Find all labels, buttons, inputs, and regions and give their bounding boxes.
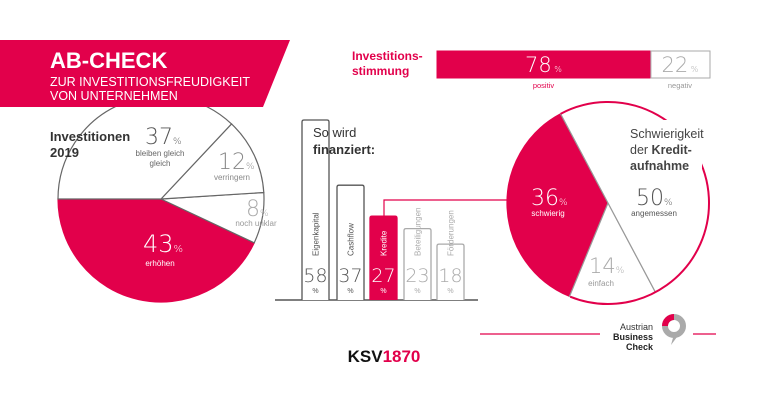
bar-title-1: So wird — [313, 125, 356, 140]
header-title: AB-CHECK — [50, 48, 167, 73]
kredite-connector-line — [383, 199, 512, 218]
svg-text:36%: 36% — [531, 186, 568, 211]
stimmung-segment — [436, 50, 651, 79]
bar-value: 27 — [371, 265, 395, 287]
pie1-label-bleiben-gleich: 37% bleiben gleich gleich — [136, 125, 185, 168]
bar-rect — [301, 119, 330, 300]
svg-text:erhöhen: erhöhen — [145, 259, 174, 268]
svg-text:angemessen: angemessen — [631, 209, 677, 218]
bar-unit: % — [380, 288, 386, 295]
bar-unit: % — [347, 288, 353, 295]
bar-rect — [403, 227, 432, 300]
bar-label: Beteiligungen — [414, 208, 423, 256]
pie-slice-erhöhen — [57, 198, 255, 303]
stimmung-negativ: 22 %negativ — [650, 50, 711, 90]
pie-investitionen — [57, 95, 265, 303]
bar-kredite: 27% Kredite — [369, 215, 398, 300]
svg-text:schwierig: schwierig — [531, 209, 564, 218]
pie-slice-schwierig — [506, 113, 609, 298]
stimmung-positiv: 78 %positiv — [436, 50, 651, 90]
pie1-title-2: 2019 — [50, 145, 79, 160]
bar-label: Cashflow — [347, 223, 356, 256]
pie1-label-noch-unklar: 8% noch unklar — [235, 197, 277, 228]
pie2-title-3: aufnahme — [630, 159, 689, 173]
bar-unit: % — [312, 288, 318, 295]
pie2-label-angemessen: 50% angemessen — [631, 186, 677, 218]
stimmung-label: positiv — [533, 81, 555, 90]
pie-slice-verringern — [159, 123, 265, 200]
logo-text-1: Austrian — [620, 322, 653, 332]
svg-text:50%: 50% — [636, 186, 673, 211]
header-subtitle-1: ZUR INVESTITIONSFREUDIGKEIT — [50, 75, 250, 89]
svg-text:43%: 43% — [143, 230, 183, 258]
stimmung-segment — [650, 50, 711, 79]
stimmung-label-2: stimmung — [352, 64, 409, 78]
svg-text:gleich: gleich — [150, 159, 171, 168]
bar-value: 58 — [303, 265, 327, 287]
svg-text:bleiben gleich: bleiben gleich — [136, 149, 185, 158]
pie1-label-erhoehen: 43% erhöhen — [143, 230, 183, 268]
ksv-logo: KSV1870 — [348, 347, 421, 366]
bar-value: 37 — [338, 265, 362, 287]
stimmung-label-1: Investitions- — [352, 49, 423, 63]
austrian-business-check-logo-icon — [662, 314, 686, 345]
stimmung-label: negativ — [668, 81, 692, 90]
pie2-label-einfach: 14% einfach — [588, 254, 624, 288]
header-subtitle-2: VON UNTERNEHMEN — [50, 89, 178, 103]
logo-text-3: Check — [626, 342, 654, 352]
logo-text-2: Business — [613, 332, 653, 342]
svg-text:8%: 8% — [246, 197, 269, 222]
bar-cashflow: 37% Cashflow — [336, 184, 365, 300]
bar-unit: % — [414, 288, 420, 295]
svg-text:37%: 37% — [145, 125, 182, 150]
svg-text:verringern: verringern — [214, 173, 250, 182]
bar-chart-finanzierung: 58% Eigenkapital 37% Cashflow 27% Kredite 23% B… — [301, 119, 465, 300]
bar-beteiligungen: 23% Beteiligungen — [403, 208, 432, 300]
svg-text:noch unklar: noch unklar — [235, 219, 277, 228]
bar-förderungen: 18% Förderungen — [436, 210, 465, 300]
pie1-title-1: Investitionen — [50, 129, 130, 144]
bar-unit: % — [447, 288, 453, 295]
pie1-label-verringern: 12% verringern — [214, 150, 255, 182]
bar-label: Eigenkapital — [312, 212, 321, 256]
pie2-outline — [560, 101, 710, 305]
svg-text:12%: 12% — [218, 150, 255, 175]
pie2-title-1: Schwierigkeit — [630, 127, 704, 141]
pie2-title-2: der Kredit- — [630, 143, 692, 157]
bar-value: 18 — [438, 265, 462, 287]
bar-value: 23 — [405, 265, 429, 287]
header-banner — [0, 40, 290, 107]
bar-title-2: finanziert: — [313, 142, 375, 157]
bar-eigenkapital: 58% Eigenkapital — [301, 119, 330, 300]
bar-label: Förderungen — [447, 210, 456, 256]
bar-rect — [336, 184, 365, 300]
svg-text:einfach: einfach — [588, 279, 614, 288]
pie2-label-schwierig: 36% schwierig — [531, 186, 568, 218]
svg-text:14%: 14% — [589, 254, 624, 278]
bar-rect — [369, 215, 398, 300]
bar-rect — [436, 243, 465, 300]
bar-label: Kredite — [380, 230, 389, 256]
